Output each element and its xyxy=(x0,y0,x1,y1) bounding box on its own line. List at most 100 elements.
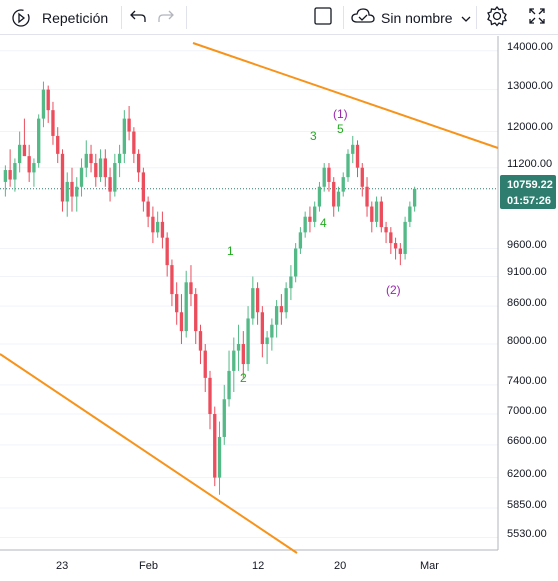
candle[interactable] xyxy=(222,384,226,445)
candle[interactable] xyxy=(332,177,336,217)
price-axis[interactable]: 14000.00 13000.00 12000.00 11200.00 9600… xyxy=(507,41,553,540)
candle[interactable] xyxy=(103,149,107,187)
candle[interactable] xyxy=(241,331,245,378)
settings-button[interactable] xyxy=(485,0,509,35)
candle[interactable] xyxy=(175,282,179,325)
candle[interactable] xyxy=(336,186,341,212)
upper-trendline[interactable] xyxy=(192,42,499,149)
layout-name-dropdown[interactable]: Sin nombre xyxy=(351,0,471,35)
candle[interactable] xyxy=(293,243,298,283)
candle[interactable] xyxy=(170,259,174,307)
wave-label-primary-2[interactable]: (2) xyxy=(386,283,401,297)
candle[interactable] xyxy=(284,282,288,319)
candle[interactable] xyxy=(155,211,160,238)
candle[interactable] xyxy=(132,127,136,164)
wave-label-primary-1[interactable]: (1) xyxy=(333,107,348,121)
candle[interactable] xyxy=(360,163,364,197)
candle[interactable] xyxy=(79,158,84,197)
candle[interactable] xyxy=(251,276,255,325)
candle[interactable] xyxy=(46,85,50,123)
wave-label-3[interactable]: 3 xyxy=(310,129,317,143)
candle[interactable] xyxy=(279,294,284,325)
candle[interactable] xyxy=(260,306,265,358)
wave-label-4[interactable]: 4 xyxy=(320,216,327,230)
lower-trendline[interactable] xyxy=(0,353,298,554)
candle[interactable] xyxy=(22,118,27,157)
candle[interactable] xyxy=(41,81,46,128)
candle[interactable] xyxy=(255,282,260,325)
candle[interactable] xyxy=(160,211,165,249)
candle[interactable] xyxy=(298,227,303,254)
replay-button[interactable]: Repetición xyxy=(10,0,108,35)
candle[interactable] xyxy=(194,288,198,345)
layout-button[interactable] xyxy=(310,0,336,35)
candle[interactable] xyxy=(379,196,383,233)
candle[interactable] xyxy=(122,110,127,164)
candle[interactable] xyxy=(165,232,169,277)
candle[interactable] xyxy=(75,177,79,212)
candle[interactable] xyxy=(217,421,222,495)
candle[interactable] xyxy=(403,216,407,260)
candles[interactable] xyxy=(3,81,417,495)
wave-label-5[interactable]: 5 xyxy=(337,122,344,136)
candle[interactable] xyxy=(146,196,150,228)
candle[interactable] xyxy=(127,105,131,141)
candle[interactable] xyxy=(13,158,17,192)
candle[interactable] xyxy=(265,331,269,365)
candle[interactable] xyxy=(37,114,41,168)
candle[interactable] xyxy=(398,243,403,266)
candle[interactable] xyxy=(113,153,117,197)
candle[interactable] xyxy=(17,131,22,173)
candle[interactable] xyxy=(84,140,88,178)
candle[interactable] xyxy=(89,144,93,173)
candle[interactable] xyxy=(346,149,350,182)
redo-button[interactable] xyxy=(156,0,176,35)
candle[interactable] xyxy=(98,149,103,182)
candle[interactable] xyxy=(227,350,231,407)
candle[interactable] xyxy=(60,149,65,212)
candle[interactable] xyxy=(313,201,317,228)
candle[interactable] xyxy=(213,406,217,487)
candle[interactable] xyxy=(322,163,326,192)
candle[interactable] xyxy=(208,370,212,430)
candle[interactable] xyxy=(308,206,312,233)
candle[interactable] xyxy=(289,265,293,301)
candle[interactable] xyxy=(412,186,417,212)
candle[interactable] xyxy=(70,167,74,212)
candle[interactable] xyxy=(327,163,331,192)
candle[interactable] xyxy=(151,206,155,244)
candle[interactable] xyxy=(355,140,360,178)
date-axis[interactable]: 23 Feb 12 20 Mar xyxy=(56,560,439,572)
price-chart[interactable]: 14000.00 13000.00 12000.00 11200.00 9600… xyxy=(0,36,558,576)
candle[interactable] xyxy=(408,201,412,228)
candle[interactable] xyxy=(65,172,69,217)
candle[interactable] xyxy=(365,177,369,217)
candle[interactable] xyxy=(32,158,36,187)
candle[interactable] xyxy=(51,101,55,145)
wave-label-1[interactable]: 1 xyxy=(227,244,234,258)
candle[interactable] xyxy=(136,149,141,182)
candle[interactable] xyxy=(389,227,393,254)
candle[interactable] xyxy=(303,211,307,238)
candle[interactable] xyxy=(232,337,236,393)
undo-button[interactable] xyxy=(128,0,148,35)
wave-label-2[interactable]: 2 xyxy=(240,371,247,385)
candle[interactable] xyxy=(370,201,374,233)
candle[interactable] xyxy=(351,135,355,164)
candle[interactable] xyxy=(198,324,203,365)
candle[interactable] xyxy=(94,153,98,187)
candle[interactable] xyxy=(384,221,388,244)
candle[interactable] xyxy=(8,149,12,187)
candle[interactable] xyxy=(236,324,241,371)
candle[interactable] xyxy=(3,165,8,197)
candle[interactable] xyxy=(374,196,379,228)
candle[interactable] xyxy=(117,144,122,178)
fullscreen-button[interactable] xyxy=(525,0,549,35)
candle[interactable] xyxy=(270,318,274,351)
candle[interactable] xyxy=(393,237,398,260)
candle[interactable] xyxy=(141,167,146,212)
candle[interactable] xyxy=(184,270,188,338)
candle[interactable] xyxy=(274,300,279,338)
candle[interactable] xyxy=(108,167,112,202)
candle[interactable] xyxy=(203,344,207,393)
